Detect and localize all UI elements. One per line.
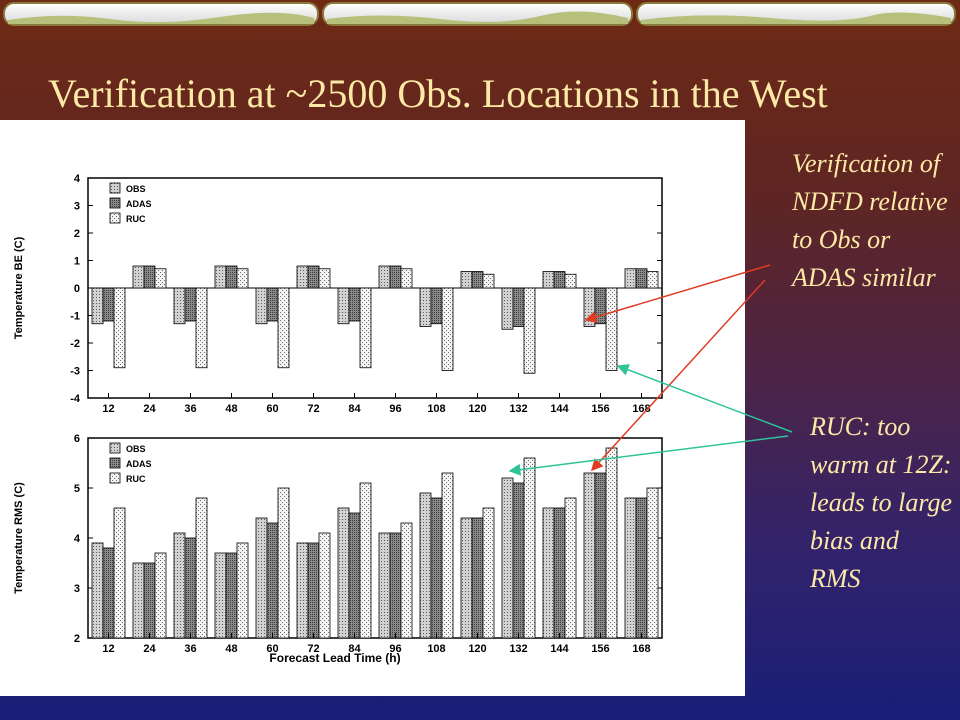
chart2-legend-label-ruc: RUC xyxy=(126,474,146,484)
arrow-ruc-bias xyxy=(616,364,793,433)
chart2-bar-ruc xyxy=(277,487,290,639)
chart1-x-tick-label: 120 xyxy=(468,403,486,415)
chart2-bar-ruc xyxy=(523,457,536,639)
chart1-x-tick-label: 48 xyxy=(225,403,237,415)
chart1-bar-ruc xyxy=(646,271,659,289)
chart1-legend-label-obs: OBS xyxy=(126,184,146,194)
chart1-bar-ruc xyxy=(359,287,372,369)
chart1-bar-ruc xyxy=(318,268,331,289)
chart1-x-tick-label: 96 xyxy=(389,403,401,415)
chart2-y-tick-label: 2 xyxy=(74,633,80,645)
chart1-y-tick-label: 1 xyxy=(74,256,80,268)
chart2-x-tick-label: 96 xyxy=(389,643,401,655)
chart1-y-tick-label: 4 xyxy=(74,173,81,185)
arrow-ruc-rms xyxy=(508,435,789,476)
chart2-bar-ruc xyxy=(400,522,413,639)
chart2-bar-ruc xyxy=(154,552,167,639)
chart2-x-tick-label: 84 xyxy=(348,643,361,655)
chart2-y-tick-label: 5 xyxy=(74,483,80,495)
chart1-y-axis-label: Temperature BE (C) xyxy=(13,236,25,339)
chart2-y-tick-label: 3 xyxy=(74,583,80,595)
annotation-ndfd: Verification of NDFD relative to Obs or … xyxy=(792,149,948,292)
chart1-bar-ruc xyxy=(441,287,454,371)
arrow-ndfd-bias xyxy=(584,264,771,323)
chart2-y-tick-label: 4 xyxy=(74,533,81,545)
chart2-bar-ruc xyxy=(646,487,659,639)
decorative-top-border xyxy=(3,2,956,26)
chart2-x-tick-label: 120 xyxy=(468,643,486,655)
chart1-x-tick-label: 24 xyxy=(143,403,156,415)
chart2-x-tick-label: 156 xyxy=(591,643,609,655)
chart1-y-tick-label: 2 xyxy=(74,228,80,240)
chart1-x-tick-label: 60 xyxy=(266,403,278,415)
chart1-legend-swatch-obs xyxy=(109,182,121,194)
chart1-x-tick-label: 132 xyxy=(509,403,527,415)
chart1-bar-ruc xyxy=(564,273,577,289)
chart1-y-tick-label: 3 xyxy=(74,201,80,213)
chart1-y-tick-label: 0 xyxy=(74,283,80,295)
annotation-ruc: RUC: too warm at 12Z: leads to large bia… xyxy=(810,412,953,593)
chart2-x-tick-label: 48 xyxy=(225,643,237,655)
chart1-y-tick-label: -1 xyxy=(70,311,80,323)
chart2-bar-ruc xyxy=(359,482,372,639)
chart1-bar-ruc xyxy=(482,273,495,289)
chart1-x-tick-label: 156 xyxy=(591,403,609,415)
chart2-x-tick-label: 132 xyxy=(509,643,527,655)
chart2-legend-swatch-obs xyxy=(109,442,121,454)
chart2-legend-label-obs: OBS xyxy=(126,444,146,454)
chart2-legend-label-adas: ADAS xyxy=(126,459,152,469)
chart2-y-tick-label: 6 xyxy=(74,433,80,445)
chart2-x-tick-label: 12 xyxy=(102,643,114,655)
chart1-bar-ruc xyxy=(195,287,208,369)
chart2-x-tick-label: 24 xyxy=(143,643,156,655)
chart2-bar-ruc xyxy=(482,507,495,639)
chart2-x-tick-label: 108 xyxy=(427,643,445,655)
chart1-x-tick-label: 72 xyxy=(307,403,319,415)
chart2-y-axis-label: Temperature RMS (C) xyxy=(13,482,25,594)
chart1-bar-ruc xyxy=(605,287,618,371)
chart1-bar-ruc xyxy=(154,268,167,289)
chart1-y-tick-label: -2 xyxy=(70,338,80,350)
chart2-legend-swatch-ruc xyxy=(109,472,121,484)
chart-panel: -4 -3 -2 -1 0 1 2 3 4 Temperature BE (C) 12 24 36 48 6… xyxy=(0,120,745,696)
chart2-x-tick-label: 60 xyxy=(266,643,278,655)
chart1-bar-ruc xyxy=(113,287,126,369)
chart1-x-tick-label: 12 xyxy=(102,403,114,415)
chart2-bar-ruc xyxy=(113,507,126,639)
chart1-bar-ruc xyxy=(236,268,249,289)
chart1-legend-swatch-adas xyxy=(109,197,121,209)
chart1-x-tick-label: 168 xyxy=(632,403,650,415)
chart1-y-tick-label: -3 xyxy=(70,366,80,378)
chart2-bar-ruc xyxy=(441,472,454,639)
chart2-x-tick-label: 72 xyxy=(307,643,319,655)
chart1-x-tick-label: 108 xyxy=(427,403,445,415)
chart1-y-tick-label: -4 xyxy=(70,393,81,405)
chart1-legend-label-ruc: RUC xyxy=(126,214,146,224)
chart2-bar-ruc xyxy=(318,532,331,639)
chart1-x-tick-label: 144 xyxy=(550,403,569,415)
chart1-x-tick-label: 84 xyxy=(348,403,361,415)
chart1-legend-swatch-ruc xyxy=(109,212,121,224)
chart2-bar-ruc xyxy=(195,497,208,639)
chart2-legend-swatch-adas xyxy=(109,457,121,469)
arrow-ndfd-rms xyxy=(590,279,766,472)
chart1-bar-ruc xyxy=(400,268,413,289)
chart2-x-tick-label: 168 xyxy=(632,643,650,655)
chart2-bar-ruc xyxy=(236,542,249,639)
chart1-x-tick-label: 36 xyxy=(184,403,196,415)
chart2-x-tick-label: 36 xyxy=(184,643,196,655)
chart2-x-axis-label: Forecast Lead Time (h) xyxy=(269,651,400,665)
slide-title: Verification at ~2500 Obs. Locations in … xyxy=(48,71,828,116)
chart1-bar-ruc xyxy=(523,287,536,374)
chart1-bar-ruc xyxy=(277,287,290,369)
chart2-x-tick-label: 144 xyxy=(550,643,569,655)
chart2-bar-ruc xyxy=(564,497,577,639)
chart1-legend-label-adas: ADAS xyxy=(126,199,152,209)
